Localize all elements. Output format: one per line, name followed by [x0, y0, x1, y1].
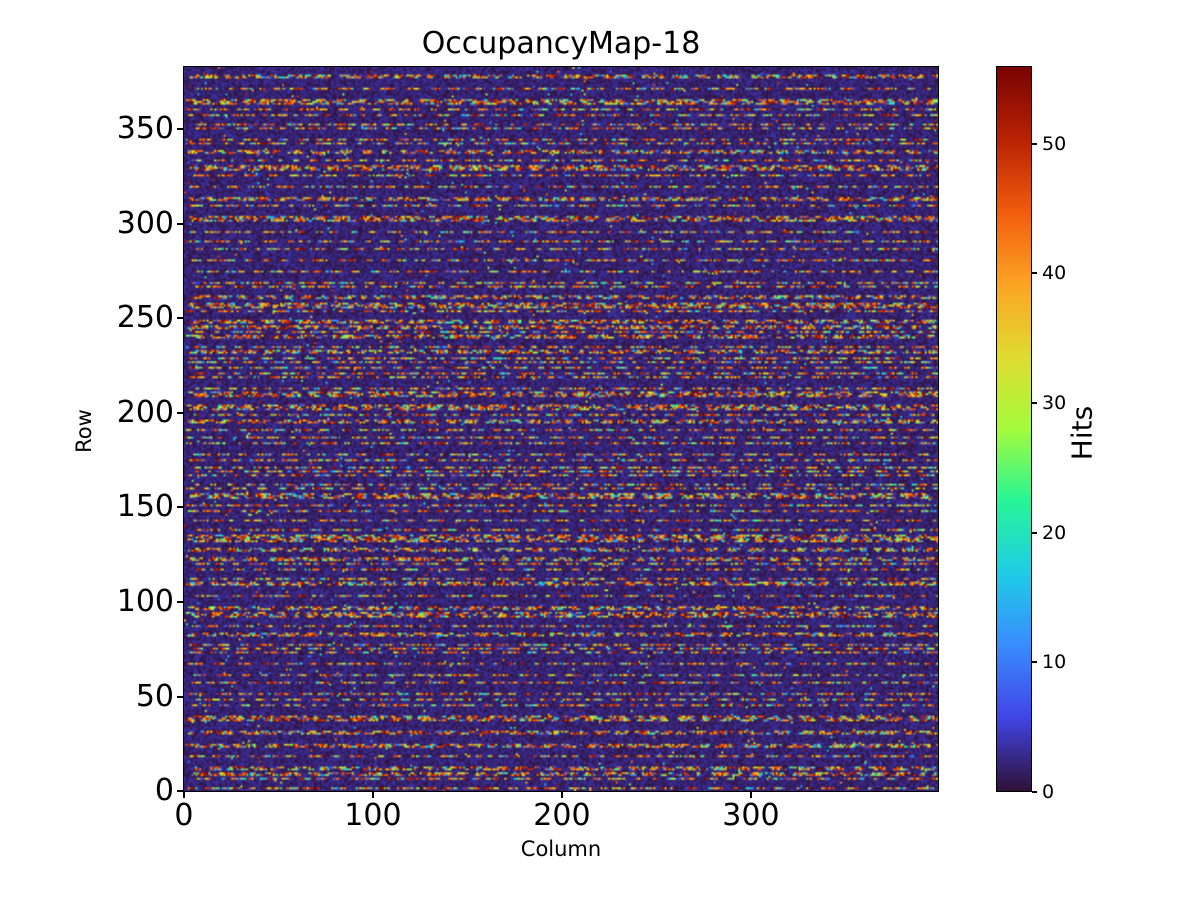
colorbar-tick-label-30: 30 [1042, 392, 1067, 415]
colorbar-tick-mark [1032, 402, 1037, 405]
colorbar-tick-mark [1032, 661, 1037, 664]
x-tick-mark [749, 792, 752, 798]
y-tick-label-150: 150 [116, 489, 174, 525]
colorbar-label: Hits [1065, 405, 1099, 461]
colorbar-tick-label-40: 40 [1042, 262, 1067, 285]
colorbar-tick-mark [1032, 272, 1037, 275]
x-tick-mark [560, 792, 563, 798]
colorbar-tick-label-50: 50 [1042, 132, 1067, 155]
colorbar-tick-mark [1032, 142, 1037, 145]
colorbar-tick-mark [1032, 531, 1037, 534]
colorbar-tick-label-20: 20 [1042, 521, 1067, 544]
y-tick-mark [177, 506, 183, 509]
y-tick-label-0: 0 [154, 773, 174, 809]
y-tick-label-200: 200 [116, 394, 174, 430]
x-tick-label-100: 100 [344, 798, 402, 833]
heatmap-canvas [184, 67, 938, 791]
y-tick-mark [177, 695, 183, 698]
y-tick-mark [177, 790, 183, 793]
y-tick-mark [177, 411, 183, 414]
chart-title: OccupancyMap-18 [421, 26, 701, 61]
x-tick-mark [182, 792, 185, 798]
y-tick-label-50: 50 [135, 678, 174, 714]
y-tick-mark [177, 317, 183, 320]
colorbar-tick-mark [1032, 791, 1037, 793]
colorbar-tick-label-0: 0 [1042, 781, 1055, 803]
y-tick-mark [177, 128, 183, 131]
colorbar-gradient-canvas [997, 67, 1031, 791]
x-tick-mark [371, 792, 374, 798]
x-tick-label-300: 300 [722, 798, 780, 833]
y-axis-label: Row [72, 409, 96, 453]
x-tick-label-0: 0 [174, 798, 194, 833]
x-tick-label-200: 200 [533, 798, 591, 833]
colorbar [996, 66, 1032, 792]
y-tick-label-300: 300 [116, 205, 174, 241]
y-tick-mark [177, 600, 183, 603]
colorbar-tick-label-10: 10 [1042, 651, 1067, 674]
y-tick-label-350: 350 [116, 111, 174, 147]
x-axis-label: Column [520, 837, 602, 861]
y-tick-mark [177, 222, 183, 225]
y-tick-label-250: 250 [116, 300, 174, 336]
y-tick-label-100: 100 [116, 583, 174, 619]
heatmap-plot-area [183, 66, 939, 792]
